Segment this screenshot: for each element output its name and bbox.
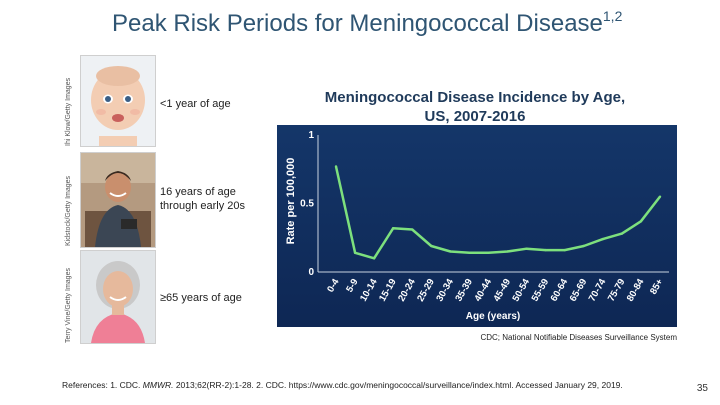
title-superscript: 1,2 [602,8,623,24]
y-axis-label: Rate per 100,000 [285,158,297,245]
data-point [430,244,433,248]
older-woman-photo [80,250,156,344]
y-tick-label: 0 [308,267,314,278]
x-tick-label: 40-44 [472,276,494,303]
age-label-adolescent-line2: through early 20s [160,200,245,212]
older-woman-illustration [81,251,155,343]
young-man-photo [80,152,156,248]
data-point [658,195,662,198]
x-tick-label: 10-14 [358,276,380,303]
age-label-adolescent: 16 years of age through early 20s [160,185,245,213]
chart-title: Meningococcal Disease Incidence by Age, … [300,88,650,126]
chart-title-line2: US, 2007-2016 [424,108,526,125]
x-tick-label: 75-79 [606,277,628,304]
photo-credit-older-woman: Terry Vine/Getty Images [65,268,72,343]
data-point [391,226,395,230]
data-point [487,251,490,255]
data-point [449,250,452,253]
x-tick-label: 70-74 [587,276,609,303]
age-label-infant: <1 year of age [160,97,231,111]
incidence-chart: 1 0.5 0 0-4 5-9 10-14 15-19 20-24 25-29 30-34 35-… [277,125,677,327]
slide-title-text: Peak Risk Periods for Meningococcal Dise… [112,10,603,37]
x-tick-label: 85+ [648,277,666,297]
data-point [334,165,338,168]
x-tick-label: 0-4 [325,276,342,294]
baby-illustration [81,56,155,146]
references: References: 1. CDC. MMWR. 2013;62(RR-2):… [62,380,623,390]
x-tick-label: 45-49 [491,277,513,304]
data-point [525,247,528,250]
data-point [372,257,376,260]
data-point [620,232,624,235]
data-source: CDC; National Notifiable Diseases Survei… [480,333,677,342]
incidence-chart-svg: 1 0.5 0 0-4 5-910-1415-1920-2425-2930-3435-… [285,130,669,322]
x-tick-label: 65-69 [568,277,590,304]
data-point [563,248,566,252]
x-tick-label: 50-54 [511,276,533,303]
photo-credit-baby: Ihi Klow/Getty Images [65,77,72,146]
incidence-series-line [334,166,661,260]
data-point [506,250,509,253]
page-number: 35 [696,383,708,394]
references-journal: MMWR. [142,380,174,390]
age-label-elderly: ≥65 years of age [160,291,242,305]
data-point [468,251,471,255]
references-prefix: References: 1. CDC. [62,380,143,390]
age-label-elderly-line1: ≥65 years of age [160,292,242,304]
data-point [639,220,643,223]
data-point [544,248,547,252]
x-tick-label: 5-9 [344,277,360,294]
x-tick-label: 35-39 [453,277,475,304]
baby-photo [80,55,156,147]
x-axis-label: Age (years) [466,311,520,322]
x-tick-label: 25-29 [415,277,437,304]
y-tick-label: 1 [308,130,314,141]
slide-title: Peak Risk Periods for Meningococcal Dise… [112,8,623,38]
young-man-illustration [81,153,155,247]
y-tick-label: 0.5 [300,199,314,210]
x-tick-label: 60-64 [549,276,571,303]
x-tick-label: 15-19 [377,277,399,304]
x-tick-label: 55-59 [530,277,552,304]
references-rest: 2013;62(RR-2):1-28. 2. CDC. https://www.… [173,380,623,390]
chart-title-line1: Meningococcal Disease Incidence by Age, [324,89,626,106]
x-tick-label: 30-34 [434,276,456,303]
data-point [601,237,605,241]
data-point [582,244,585,248]
data-point [353,251,357,255]
age-label-infant-line1: <1 year of age [160,98,231,110]
age-label-adolescent-line1: 16 years of age [160,186,236,198]
x-tick-label: 80-84 [625,276,647,303]
photo-credit-young-man: Kidstock/Getty Images [65,175,72,246]
data-point [411,228,414,231]
x-tick-label: 20-24 [396,276,418,303]
